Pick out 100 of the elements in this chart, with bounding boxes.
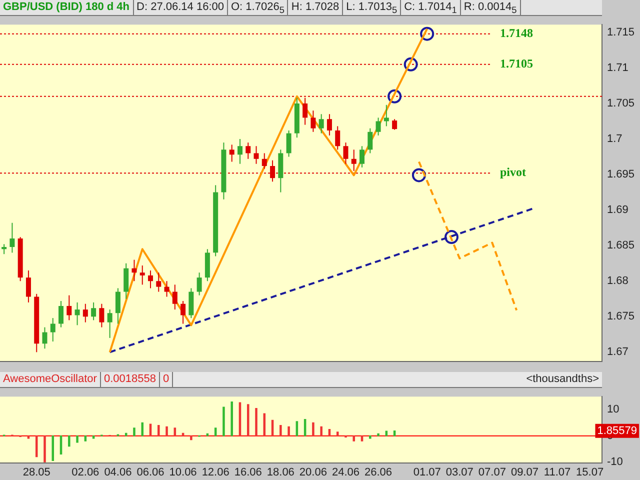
x-tick-label: 24.06 [332, 466, 360, 478]
candlestick [148, 270, 153, 289]
candlestick [335, 126, 340, 150]
candlestick [392, 118, 398, 130]
bar [280, 425, 282, 436]
candlestick [310, 110, 316, 132]
bar [27, 436, 30, 439]
bar [92, 436, 95, 439]
text: 0 [160, 372, 174, 387]
y-tick-label: 1.675 [607, 310, 635, 323]
text: H: 1.7028 [288, 0, 344, 15]
candlestick [74, 302, 80, 326]
y-tick-label: 10 [607, 404, 620, 416]
candlestick [318, 114, 324, 134]
x-tick-label: 04.06 [104, 466, 132, 478]
bar [133, 428, 136, 436]
bar [369, 436, 372, 439]
candlestick [188, 288, 194, 319]
y-tick-label: 1.67 [607, 346, 628, 358]
text: L: 1.7013$_{5}$ [343, 0, 402, 16]
candlestick [66, 294, 72, 321]
bar [166, 426, 168, 436]
y-tick-label: -10 [607, 456, 623, 468]
y-tick-label: 1.71 [607, 62, 628, 74]
ref-line-label: pivot [500, 165, 526, 180]
y-tick-label: 1.685 [607, 240, 635, 252]
candlestick [99, 303, 104, 328]
x-tick-label: 20.06 [299, 466, 327, 478]
bar [158, 425, 160, 436]
y-tick-label: 1.7 [607, 133, 622, 146]
bar [312, 422, 314, 436]
x-tick-label: 28.05 [22, 466, 50, 478]
x-tick-label: 09.07 [510, 466, 538, 478]
bar [141, 422, 144, 436]
text: D: 27.06.14 16:00 [134, 0, 228, 15]
x-tick-label: 15.07 [576, 466, 604, 478]
candlestick [2, 244, 7, 255]
bar [52, 436, 54, 462]
bar [288, 426, 290, 436]
candlestick [132, 259, 137, 282]
ref-line-label: 1.7148 [500, 26, 533, 40]
candlestick [254, 146, 259, 164]
ref-line-label: 1.7105 [500, 56, 533, 70]
x-tick-label: 06.06 [136, 466, 164, 478]
text: C: 1.7014$_{1}$ [401, 0, 461, 16]
x-tick-label: 16.06 [234, 466, 262, 478]
candlestick [262, 152, 267, 170]
candlestick [286, 130, 292, 158]
candlestick [140, 264, 145, 286]
point [404, 57, 418, 72]
bar [360, 436, 364, 442]
candlestick [26, 270, 31, 303]
bar [377, 433, 380, 436]
bar [76, 436, 78, 443]
x-tick-label: 01.07 [413, 466, 441, 478]
text: <thousandths> [525, 372, 600, 387]
bar [68, 436, 70, 447]
y-tick-label: 1.715 [607, 26, 635, 38]
bar [320, 426, 322, 436]
candlestick [343, 142, 348, 164]
x-tick-label: 12.06 [202, 466, 230, 478]
candlestick [115, 288, 120, 324]
bar [190, 436, 192, 440]
point [444, 230, 458, 244]
candlestick [360, 146, 365, 168]
text: O: 1.7026$_{5}$ [228, 0, 288, 16]
point [420, 26, 434, 41]
x-tick-label: 26.06 [364, 466, 392, 478]
bar [352, 436, 356, 442]
bar [222, 406, 225, 436]
x-tick-label: 07.07 [478, 466, 506, 478]
candlestick [107, 309, 112, 338]
candlestick [196, 272, 202, 296]
candlestick [50, 318, 56, 342]
candlestick [82, 303, 88, 323]
point [388, 89, 402, 104]
x-tick-label: 02.06 [72, 466, 100, 478]
point [412, 168, 426, 182]
candlestick [58, 300, 64, 328]
candlestick [124, 262, 129, 300]
candlestick [237, 138, 242, 164]
candlestick [180, 300, 186, 324]
y-tick-label: 1.695 [607, 168, 635, 181]
x-tick-label: 03.07 [446, 466, 474, 478]
y-tick-label: 1.69 [607, 204, 628, 216]
bar [230, 402, 233, 436]
candlestick [368, 128, 373, 154]
candlestick [91, 302, 96, 321]
candlestick [246, 142, 251, 160]
bar [44, 436, 46, 462]
x-tick-label: 10.06 [169, 466, 197, 478]
x-tick-label: 11.07 [544, 466, 571, 478]
annotation: 1.85579 [597, 424, 638, 437]
y-tick-label: 1.68 [607, 275, 628, 288]
candlestick [172, 284, 178, 310]
chart-title: AwesomeOscillator [0, 372, 101, 387]
bar [255, 408, 258, 436]
candlestick [164, 280, 170, 298]
candlestick [42, 326, 48, 350]
candlestick [376, 117, 381, 136]
